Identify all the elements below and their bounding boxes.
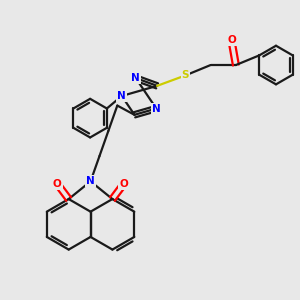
Text: O: O	[119, 179, 128, 189]
Text: S: S	[182, 70, 189, 80]
Text: N: N	[86, 176, 95, 186]
Text: N: N	[131, 73, 140, 83]
Text: O: O	[227, 35, 236, 45]
Text: O: O	[53, 179, 62, 189]
Text: N: N	[152, 103, 161, 113]
Text: N: N	[117, 91, 126, 101]
